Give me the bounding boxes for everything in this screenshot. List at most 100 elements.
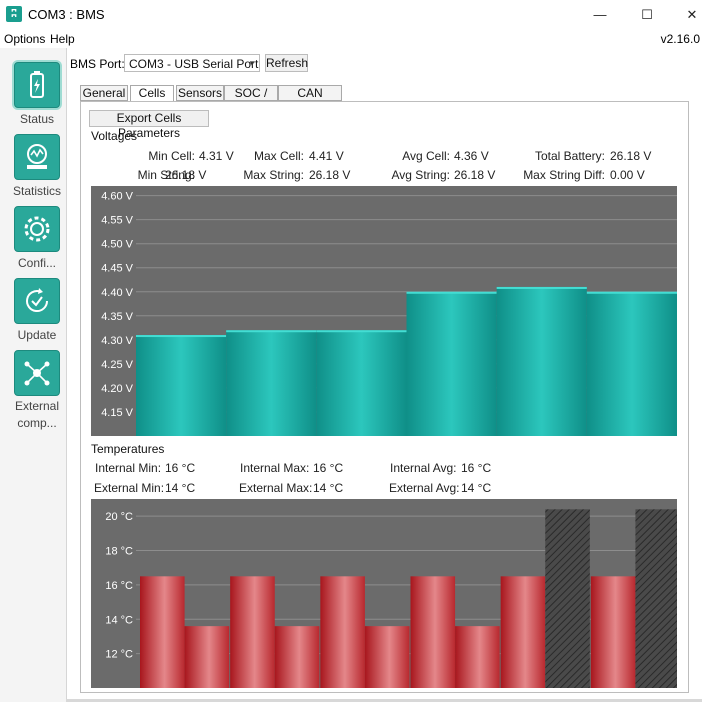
minimize-button[interactable]: — <box>593 7 607 22</box>
voltage-tick-label: 4.60 V <box>101 191 133 203</box>
sidebar-item-statistics[interactable] <box>14 134 60 180</box>
stat-label-avg-cell: Avg Cell: <box>402 149 450 163</box>
stat-label-max-string: Max String: <box>243 168 304 182</box>
temperature-bar-internal <box>230 576 275 688</box>
voltage-bar-highlight <box>136 335 227 338</box>
temperature-chart-svg: 12 °C 14 °C 16 °C 18 °C 20 °C <box>105 509 677 688</box>
stat-value-internal-min: 16 °C <box>165 461 196 475</box>
voltage-tick-label: 4.35 V <box>101 311 133 323</box>
voltage-tick-label: 4.20 V <box>101 383 133 395</box>
voltage-tick-label: 4.40 V <box>101 287 133 299</box>
sidebar-item-status[interactable] <box>14 62 60 108</box>
sidebar-item-update[interactable] <box>14 278 60 324</box>
menu-options[interactable]: Options <box>4 32 46 46</box>
stat-value-min-string: 26.18 V <box>165 168 207 182</box>
stat-label-total-battery: Total Battery: <box>534 149 605 163</box>
refresh-button[interactable]: Refresh <box>265 54 309 72</box>
app-icon: ʭ <box>6 6 22 22</box>
voltage-bar-highlight <box>316 330 407 333</box>
temperature-bar-internal <box>410 576 456 688</box>
window-title: COM3 : BMS <box>28 7 105 22</box>
temperature-bar-external <box>184 626 230 688</box>
voltages-title: Voltages <box>91 129 138 143</box>
bms-port-value: COM3 - USB Serial Port <box>129 57 259 71</box>
stat-label-max-cell: Max Cell: <box>253 149 304 163</box>
voltage-chart: 4.15 V 4.20 V 4.25 V 4.30 V 4.35 V 4.40 V 4.45… <box>91 186 677 436</box>
voltage-tick-label: 4.30 V <box>101 335 133 347</box>
tab-cells[interactable]: Cells <box>130 85 174 102</box>
stat-value-avg-string: 26.18 V <box>454 168 496 182</box>
tab-general[interactable]: General <box>80 85 128 101</box>
version-label: v2.16.0 <box>660 32 700 46</box>
maximize-button[interactable]: ☐ <box>641 7 653 22</box>
voltage-bar <box>226 330 317 436</box>
menu-help[interactable]: Help <box>50 32 75 46</box>
temperature-tick-label: 16 °C <box>105 580 133 592</box>
stat-value-total-battery: 26.18 V <box>610 149 652 163</box>
voltage-bar-highlight <box>226 330 317 333</box>
voltage-tick-label: 4.45 V <box>101 263 133 275</box>
voltage-tick-label: 4.55 V <box>101 215 133 227</box>
temperature-tick-label: 18 °C <box>105 546 133 558</box>
temperature-bar-internal <box>500 576 546 688</box>
sidebar-item-external[interactable] <box>14 350 60 396</box>
voltage-tick-label: 4.15 V <box>101 407 133 419</box>
stat-label-internal-min: Internal Min: <box>95 461 162 475</box>
voltage-bar <box>496 286 587 436</box>
temperature-bar-external <box>455 626 500 688</box>
stat-label-max-string-diff: Max String Diff: <box>523 168 605 182</box>
temperatures-title: Temperatures <box>91 442 165 456</box>
bms-port-select[interactable]: COM3 - USB Serial Port ▼ <box>124 54 260 72</box>
battery-icon <box>30 71 44 98</box>
voltage-bar-highlight <box>586 291 677 294</box>
voltage-tick-label: 4.25 V <box>101 359 133 371</box>
stat-value-avg-cell: 4.36 V <box>454 149 489 163</box>
menu-bar: Options Help v2.16.0 <box>0 30 702 48</box>
stat-value-internal-avg: 16 °C <box>461 461 492 475</box>
stat-value-max-cell: 4.41 V <box>309 149 344 163</box>
tab-can-devices[interactable]: CAN Devices <box>278 85 342 115</box>
temperature-tick-label: 20 °C <box>105 511 133 523</box>
temperature-bar-missing <box>545 509 590 688</box>
voltage-bar-highlight <box>496 286 587 289</box>
statistics-icon <box>27 144 47 169</box>
stat-value-max-string-diff: 0.00 V <box>610 168 645 182</box>
voltage-tick-label: 4.50 V <box>101 239 133 251</box>
update-icon <box>26 288 49 313</box>
stat-value-external-min: 14 °C <box>165 481 196 495</box>
stat-label-external-max: External Max: <box>239 481 313 495</box>
gear-icon <box>24 216 50 242</box>
voltage-bar <box>406 291 497 436</box>
stat-value-internal-max: 16 °C <box>313 461 344 475</box>
sidebar-label-status: Status <box>19 112 55 126</box>
stat-label-external-avg: External Avg: <box>389 481 460 495</box>
temperature-bar-missing <box>635 509 677 688</box>
temperature-tick-label: 12 °C <box>105 649 133 661</box>
sidebar-item-config[interactable] <box>14 206 60 252</box>
stat-label-internal-max: Internal Max: <box>240 461 310 475</box>
tab-sensors[interactable]: Sensors <box>176 85 224 101</box>
voltage-bar-highlight <box>406 291 497 294</box>
temperature-bar-external <box>364 626 410 688</box>
voltage-bar <box>136 335 227 436</box>
network-icon <box>24 361 50 386</box>
stat-value-external-avg: 14 °C <box>461 481 492 495</box>
tab-soc-soh[interactable]: SOC / SOH <box>224 85 278 115</box>
stat-label-external-min: External Min: <box>94 481 165 495</box>
stat-value-max-string: 26.18 V <box>309 168 351 182</box>
voltage-bar <box>586 291 677 436</box>
export-cells-button[interactable]: Export Cells Parameters <box>89 110 209 140</box>
temperature-bar-internal <box>590 576 636 688</box>
title-bar: ʭ COM3 : BMS — ☐ ✕ <box>0 0 702 30</box>
stat-value-min-cell: 4.31 V <box>199 149 234 163</box>
temperature-bar-external <box>274 626 320 688</box>
temperature-bar-internal <box>320 576 365 688</box>
close-button[interactable]: ✕ <box>686 7 698 22</box>
status-strip <box>66 699 702 702</box>
temperature-tick-label: 14 °C <box>105 614 133 626</box>
chevron-down-icon: ▼ <box>248 59 256 68</box>
temperature-chart: 12 °C 14 °C 16 °C 18 °C 20 °C <box>91 499 677 688</box>
sidebar-label-update: Update <box>17 328 57 342</box>
sidebar-label-config: Confi... <box>17 256 56 270</box>
voltage-chart-svg: 4.15 V 4.20 V 4.25 V 4.30 V 4.35 V 4.40 V 4.45… <box>101 191 677 436</box>
